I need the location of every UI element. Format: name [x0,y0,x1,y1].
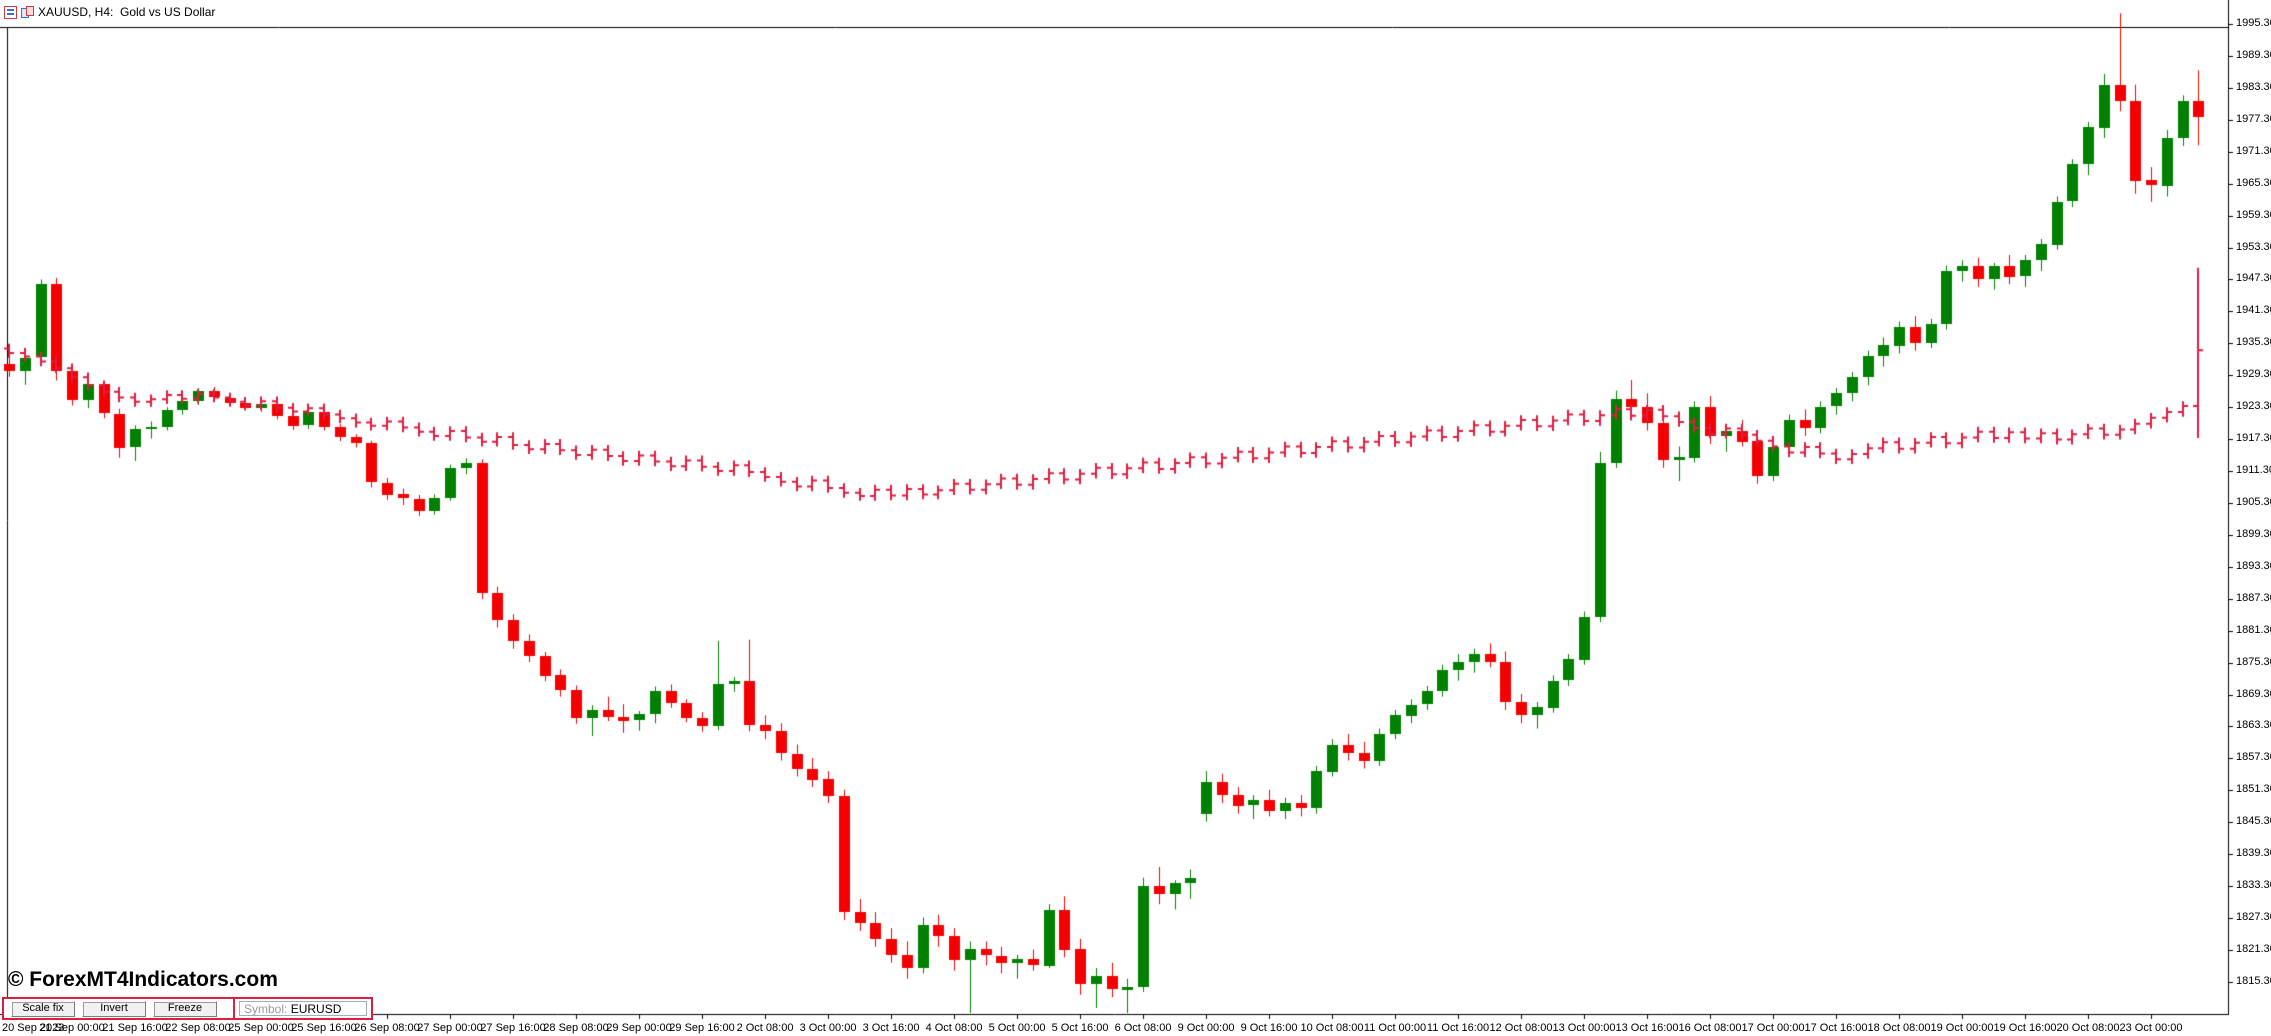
time-axis-label: 28 Sep 08:00 [543,1022,609,1034]
time-axis-label: 27 Sep 00:00 [417,1022,483,1034]
scale-fix-button[interactable]: Scale fix [11,1000,75,1017]
time-axis-label: 29 Sep 16:00 [669,1022,735,1034]
price-axis-label: 1953.30 [2236,240,2271,253]
price-axis-label: 1977.30 [2236,112,2271,125]
price-axis-label: 1899.30 [2236,527,2271,540]
time-axis-label: 2 Oct 08:00 [736,1022,794,1034]
time-axis-label: 4 Oct 08:00 [925,1022,983,1034]
price-axis-label: 1935.30 [2236,336,2271,349]
chart-title: XAUUSD, H4: Gold vs US Dollar [38,5,216,19]
time-axis-label: 10 Oct 08:00 [1300,1022,1364,1034]
time-axis-label: 5 Oct 00:00 [988,1022,1046,1034]
time-axis-label: 21 Sep 00:00 [39,1022,105,1034]
indicator-button-panel: Scale fix Invert Freeze [2,997,248,1020]
price-axis-label: 1857.30 [2236,751,2271,764]
price-axis-label: 1947.30 [2236,272,2271,285]
price-axis-label: 1911.30 [2236,464,2271,477]
price-axis-label: 1923.30 [2236,400,2271,413]
time-axis-label: 13 Oct 00:00 [1552,1022,1616,1034]
price-axis-label: 1863.30 [2236,719,2271,732]
symbol-input-label: Symbol: [244,1001,291,1016]
price-axis-label: 1827.30 [2236,911,2271,924]
time-axis-label: 11 Oct 00:00 [1363,1022,1427,1034]
time-axis-label: 12 Oct 08:00 [1489,1022,1553,1034]
time-axis-label: 9 Oct 16:00 [1240,1022,1298,1034]
list-icon[interactable] [4,5,17,19]
price-axis-label: 1971.30 [2236,144,2271,157]
price-axis-label: 1815.30 [2236,974,2271,987]
clipboard-chart-icon[interactable] [21,5,34,19]
price-axis-label: 1875.30 [2236,655,2271,668]
freeze-button[interactable]: Freeze [153,1000,217,1017]
watermark: © ForexMT4Indicators.com [8,968,278,991]
chart-title-bar: XAUUSD, H4: Gold vs US Dollar [4,3,215,21]
price-axis-label: 1941.30 [2236,304,2271,317]
time-axis-label: 13 Oct 16:00 [1615,1022,1679,1034]
symbol-input-value: EURUSD [290,1001,342,1016]
price-axis-label: 1887.30 [2236,591,2271,604]
price-axis-label: 1905.30 [2236,495,2271,508]
time-axis-label: 23 Oct 00:00 [2119,1022,2183,1034]
price-axis-label: 1929.30 [2236,368,2271,381]
price-axis-label: 1989.30 [2236,48,2271,61]
price-axis-label: 1869.30 [2236,687,2271,700]
price-axis-label: 1995.30 [2236,17,2271,29]
time-axis-label: 29 Sep 00:00 [606,1022,672,1034]
time-axis-label: 17 Oct 00:00 [1741,1022,1805,1034]
price-axis-label: 1833.30 [2236,879,2271,892]
time-axis-label: 16 Oct 08:00 [1678,1022,1742,1034]
time-axis-label: 21 Sep 16:00 [102,1022,168,1034]
price-axis-label: 1893.30 [2236,559,2271,572]
time-axis-label: 17 Oct 16:00 [1804,1022,1868,1034]
time-axis-label: 19 Oct 16:00 [1993,1022,2057,1034]
price-axis-label: 1821.30 [2236,942,2271,955]
time-axis-label: 6 Oct 08:00 [1114,1022,1172,1034]
price-axis-label: 1881.30 [2236,623,2271,636]
price-axis-label: 1839.30 [2236,847,2271,860]
price-axis-label: 1917.30 [2236,432,2271,445]
list-icon-bars [7,8,14,16]
time-axis-label: 22 Sep 08:00 [165,1022,231,1034]
symbol-field-panel: Symbol: EURUSD [233,997,373,1020]
time-axis-label: 18 Oct 08:00 [1867,1022,1931,1034]
price-axis-label: 1845.30 [2236,815,2271,828]
price-axis-label: 1983.30 [2236,80,2271,93]
time-axis-label: 20 Sep 2023 [2,1022,65,1034]
time-axis-label: 3 Oct 00:00 [799,1022,857,1034]
time-axis-label: 25 Sep 16:00 [291,1022,357,1034]
clipboard-chart-icon-front [26,5,34,16]
price-axis-label: 1959.30 [2236,208,2271,221]
time-axis-label: 26 Sep 08:00 [354,1022,420,1034]
time-axis-label: 9 Oct 00:00 [1177,1022,1235,1034]
invert-button[interactable]: Invert [82,1000,146,1017]
price-axis-label: 1965.30 [2236,176,2271,189]
time-axis-label: 19 Oct 00:00 [1930,1022,1994,1034]
time-axis-label: 5 Oct 16:00 [1051,1022,1109,1034]
time-axis-label: 27 Sep 16:00 [480,1022,546,1034]
time-axis-label: 3 Oct 16:00 [862,1022,920,1034]
time-axis-label: 25 Sep 00:00 [228,1022,294,1034]
price-axis-label: 1851.30 [2236,783,2271,796]
time-axis-label: 20 Oct 08:00 [2056,1022,2120,1034]
time-axis-label: 11 Oct 16:00 [1426,1022,1490,1034]
symbol-input[interactable]: Symbol: EURUSD [239,1001,367,1016]
